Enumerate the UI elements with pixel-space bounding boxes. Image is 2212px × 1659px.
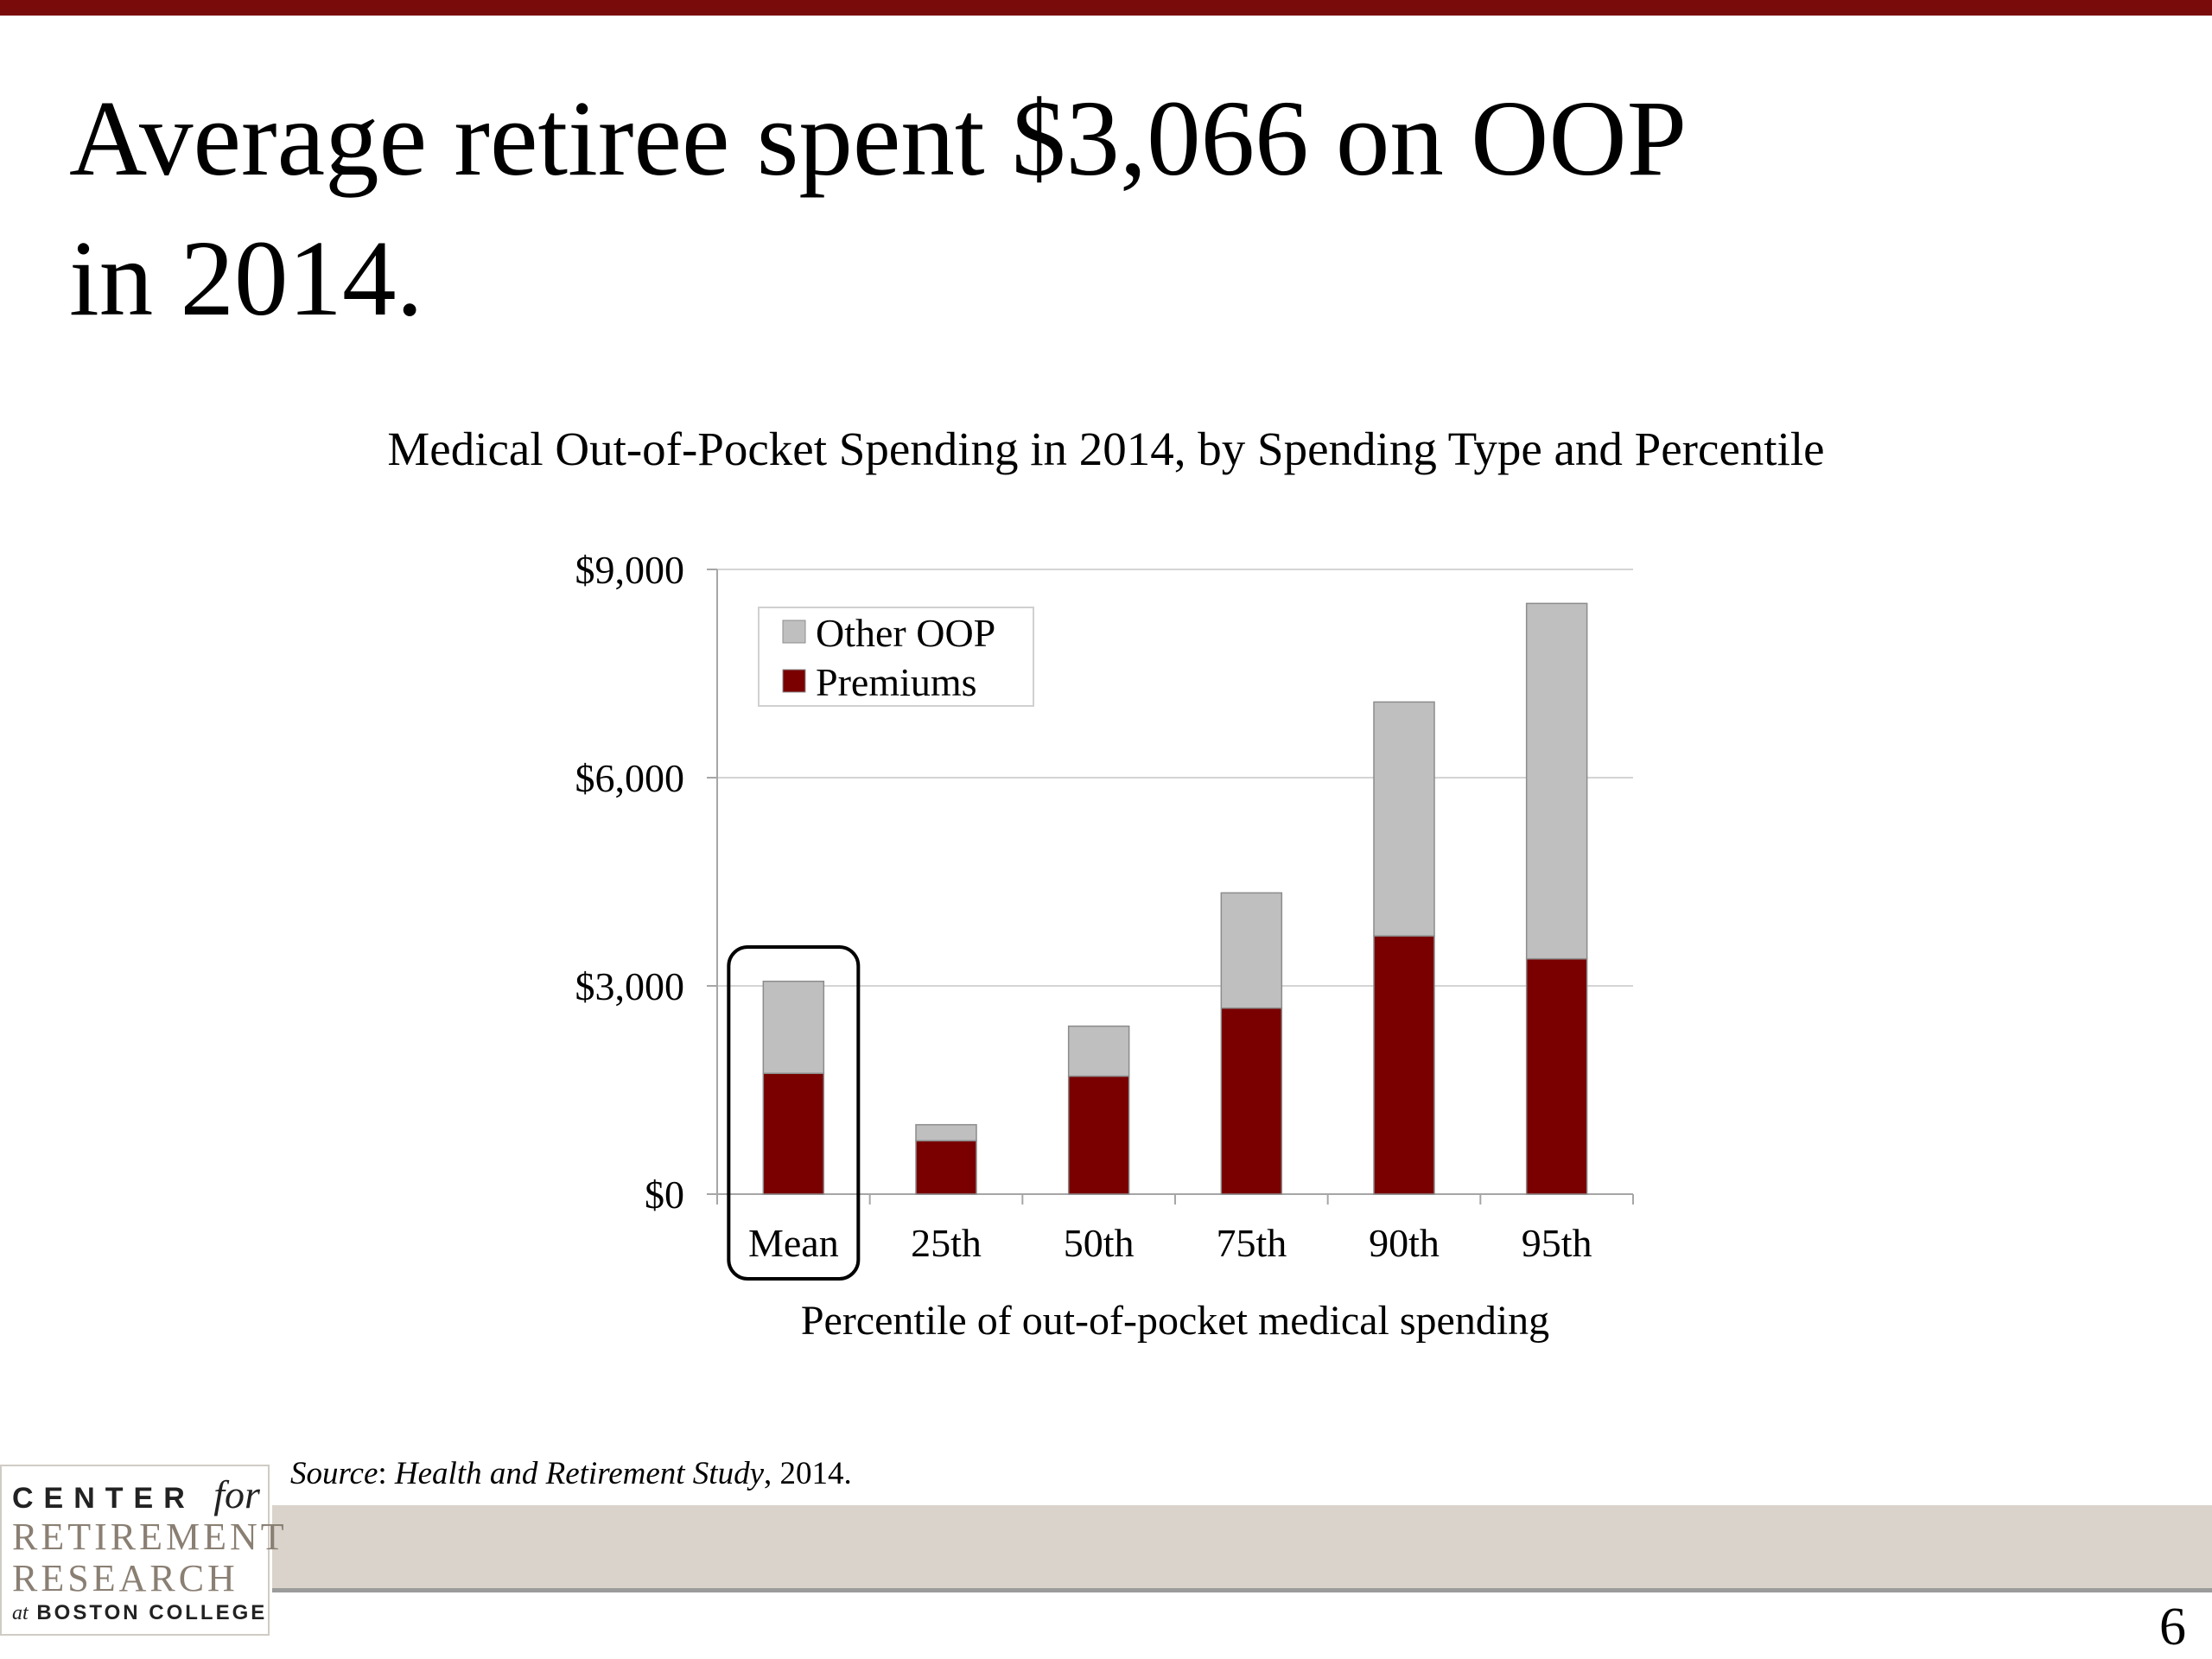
x-tick-label: 90th (1369, 1221, 1440, 1265)
logo-center-word: CENTER (12, 1482, 195, 1515)
bar-other-oop-95th (1525, 602, 1588, 960)
x-tick-label: 95th (1522, 1221, 1592, 1265)
bar-premiums-50th (1067, 1075, 1130, 1195)
y-tick-label: $9,000 (575, 548, 685, 592)
legend-swatch-other-oop (782, 620, 806, 644)
logo-line-boston-college: at BOSTON COLLEGE (12, 1601, 267, 1625)
slide-title: Average retiree spent $3,066 on OOP in 20… (69, 69, 2056, 349)
bar-other-oop-90th (1373, 701, 1435, 937)
logo-line-retirement: RETIREMENT (12, 1516, 288, 1558)
logo-line-center: CENTER for (12, 1471, 260, 1517)
source-year: , 2014. (764, 1456, 852, 1491)
legend-label-premiums: Premiums (816, 660, 977, 704)
y-tick-label: $3,000 (575, 964, 685, 1008)
y-tick-label: $0 (645, 1173, 684, 1217)
bar-premiums-mean (762, 1072, 825, 1195)
source-note: Source: Health and Retirement Study, 201… (290, 1455, 852, 1492)
mean-highlight-box (727, 945, 861, 1281)
x-tick-label: 25th (911, 1221, 982, 1265)
bar-premiums-95th (1525, 957, 1588, 1195)
logo-boston-college: BOSTON COLLEGE (36, 1601, 268, 1624)
footer-band (272, 1505, 2212, 1591)
x-tick-label: 50th (1064, 1221, 1135, 1265)
bar-premiums-90th (1373, 935, 1435, 1195)
bar-premiums-25th (915, 1140, 977, 1195)
bar-other-oop-25th (915, 1123, 977, 1141)
logo-line-research: RESEARCH (12, 1557, 238, 1599)
slide-title-line1: Average retiree spent $3,066 on OOP (69, 79, 1688, 199)
footer-divider (272, 1588, 2212, 1592)
bar-other-oop-50th (1067, 1025, 1130, 1077)
logo-at-word: at (12, 1602, 29, 1624)
bar-other-oop-75th (1220, 892, 1283, 1009)
legend-label-other-oop: Other OOP (816, 611, 995, 655)
y-tick-label: $6,000 (575, 756, 685, 800)
source-label: Source (290, 1456, 378, 1491)
chart-title: Medical Out-of-Pocket Spending in 2014, … (387, 423, 1825, 475)
bar-premiums-75th (1220, 1007, 1283, 1195)
x-tick-label: Mean (748, 1221, 839, 1265)
source-separator: : (378, 1456, 395, 1491)
page-number: 6 (2159, 1598, 2186, 1656)
x-axis-title: Percentile of out-of-pocket medical spen… (801, 1298, 1549, 1344)
source-study: Health and Retirement Study (394, 1456, 765, 1491)
top-accent-bar (0, 0, 2212, 16)
logo-for-word: for (213, 1472, 260, 1516)
bar-other-oop-mean (762, 980, 825, 1074)
x-tick-label: 75th (1216, 1221, 1287, 1265)
crr-logo: CENTER for RETIREMENT RESEARCH at BOSTON… (0, 1465, 284, 1636)
legend-swatch-premiums (782, 669, 806, 693)
slide-title-line2: in 2014. (69, 219, 423, 339)
